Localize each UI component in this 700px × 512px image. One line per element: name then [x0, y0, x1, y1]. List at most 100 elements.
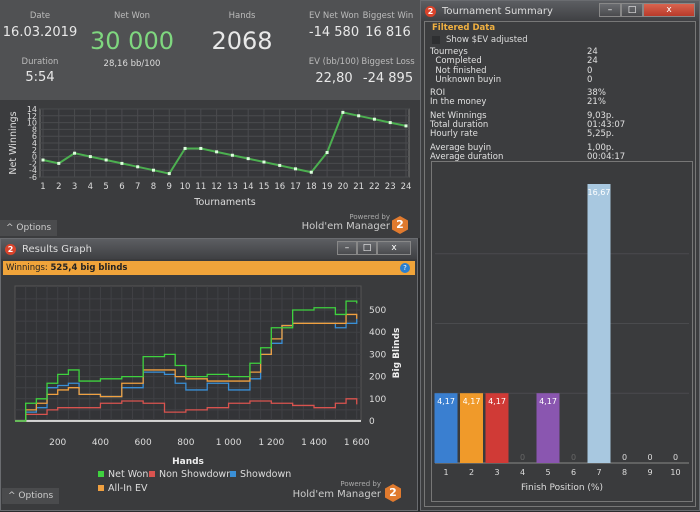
- data-point: [215, 150, 219, 154]
- x-tick-label: 24: [401, 182, 412, 192]
- bar: [587, 184, 611, 463]
- x-tick-label: 7: [596, 468, 601, 477]
- close-button[interactable]: x: [377, 241, 411, 255]
- window-title: Results Graph: [22, 243, 92, 255]
- hm-app-icon: 2: [425, 5, 436, 17]
- summary-value: 24: [587, 47, 598, 57]
- summary-value: 1,00p.: [587, 142, 615, 153]
- x-tick-label: 400: [92, 438, 109, 448]
- checkbox-box[interactable]: [432, 36, 440, 44]
- x-tick-label: 200: [49, 438, 66, 448]
- y-tick-label: 100: [369, 395, 386, 405]
- data-point: [120, 161, 124, 165]
- y-tick-label: 300: [369, 350, 386, 360]
- legend-swatch: [98, 485, 104, 491]
- ev-net-won-label: EV Net Won: [308, 11, 359, 21]
- hm-logo-icon: 2: [385, 484, 401, 502]
- hands-value: 2068: [211, 27, 273, 55]
- help-icon[interactable]: ?: [400, 263, 410, 273]
- summary-value: 0: [587, 65, 593, 76]
- x-tick-label: 2: [469, 468, 474, 477]
- y-tick-label: 200: [369, 373, 386, 383]
- tournament-net-winnings-chart: 14 12 10 8 6 4 2 0 -2 -4 -6 1 2 3 4 5 6 7 8 9 10 11 12 13 14 15 16…: [0, 100, 420, 238]
- data-point: [246, 157, 250, 161]
- summary-label: Total duration: [430, 120, 489, 131]
- y-tick-label: 0: [32, 153, 37, 162]
- summary-label: ROI: [430, 88, 446, 99]
- options-button[interactable]: ^ Options: [0, 220, 58, 236]
- summary-label: In the money: [430, 97, 487, 108]
- y-tick-label: -4: [29, 166, 37, 175]
- summary-value: 01:43:07: [587, 120, 626, 131]
- minimize-button[interactable]: –: [337, 241, 357, 255]
- hm-brand: Hold'em Manager: [292, 489, 381, 500]
- data-point: [151, 168, 155, 172]
- biggest-win-value: 16 816: [365, 25, 411, 40]
- bar: [485, 393, 509, 463]
- maximize-button[interactable]: □: [621, 3, 643, 17]
- x-tick-label: 23: [385, 182, 396, 192]
- data-point: [372, 117, 376, 121]
- x-tick-label: 9: [647, 468, 652, 477]
- x-axis-title: Finish Position (%): [521, 483, 603, 493]
- bar-data-label: 0: [647, 453, 652, 462]
- duration-label: Duration: [21, 57, 59, 67]
- maximize-button[interactable]: □: [357, 241, 377, 255]
- y-tick-label: 400: [369, 328, 386, 338]
- ev-bb100-value: 22,80: [315, 71, 353, 86]
- ev-adjusted-checkbox[interactable]: Show $EV adjusted: [425, 34, 695, 46]
- x-tick-label: 10: [180, 182, 191, 192]
- hm-app-icon: 2: [5, 243, 16, 255]
- bar-data-label: 4,17: [463, 397, 481, 406]
- window-title: Tournament Summary: [442, 5, 553, 17]
- summary-row: Average duration 00:04:17: [430, 151, 690, 162]
- x-tick-label: 12: [211, 182, 222, 192]
- duration-value: 5:54: [25, 70, 55, 85]
- x-tick-label: 3: [494, 468, 499, 477]
- minimize-button[interactable]: –: [599, 3, 621, 17]
- data-point: [88, 155, 92, 159]
- x-axis-title: Hands: [172, 457, 204, 467]
- bar-data-label: 16,67: [588, 188, 611, 197]
- data-point: [404, 124, 408, 128]
- x-tick-label: 1 000: [216, 438, 242, 448]
- x-tick-label: 1 400: [301, 438, 327, 448]
- data-point: [388, 121, 392, 125]
- data-point: [309, 170, 313, 174]
- close-button[interactable]: x: [643, 3, 695, 17]
- options-button[interactable]: ^ Options: [2, 488, 60, 504]
- ev-net-won-value: -14 580: [308, 25, 360, 40]
- summary-label: Average duration: [430, 151, 504, 162]
- legend-label: Non Showdown: [159, 469, 232, 480]
- results-graph-titlebar[interactable]: 2 Results Graph: [1, 239, 417, 259]
- data-point: [230, 153, 234, 157]
- x-tick-label: 7: [135, 182, 140, 192]
- bar-data-label: 0: [622, 453, 627, 462]
- summary-value: 38%: [587, 88, 606, 99]
- y-tick-label: 6: [32, 132, 37, 141]
- bar-data-label: 0: [520, 453, 525, 462]
- series-line-net-won: [15, 300, 358, 422]
- summary-value: 9,03p.: [587, 110, 615, 121]
- bar-data-label: 4,17: [437, 397, 455, 406]
- winnings-label: Winnings:: [6, 263, 48, 273]
- x-tick-label: 4: [520, 468, 525, 477]
- x-tick-label: 8: [151, 182, 156, 192]
- finish-position-bar-chart: 4,17 1 4,17 2 4,17 3 0 4 4,17 5 0 6 16,67 7 0 8 0 9 0 10 Fin…: [431, 161, 693, 502]
- net-won-label: Net Won: [113, 11, 151, 21]
- x-tick-label: 1 600: [344, 438, 370, 448]
- data-point: [325, 151, 329, 155]
- checkbox-label: Show $EV adjusted: [446, 35, 528, 45]
- x-tick-label: 22: [369, 182, 380, 192]
- summary-row: Not finished 0: [430, 65, 690, 76]
- y-tick-label: 8: [32, 125, 37, 134]
- data-point: [57, 161, 61, 165]
- x-tick-label: 1: [40, 182, 45, 192]
- x-tick-label: 13: [227, 182, 238, 192]
- x-tick-label: 4: [88, 182, 93, 192]
- summary-label: Net Winnings: [430, 110, 487, 121]
- filtered-data-group: Filtered Data Show $EV adjusted Tourneys…: [424, 21, 696, 507]
- y-tick-label: 12: [27, 112, 37, 121]
- options-label: Options: [16, 223, 52, 233]
- biggest-win-label: Biggest Win: [362, 11, 414, 21]
